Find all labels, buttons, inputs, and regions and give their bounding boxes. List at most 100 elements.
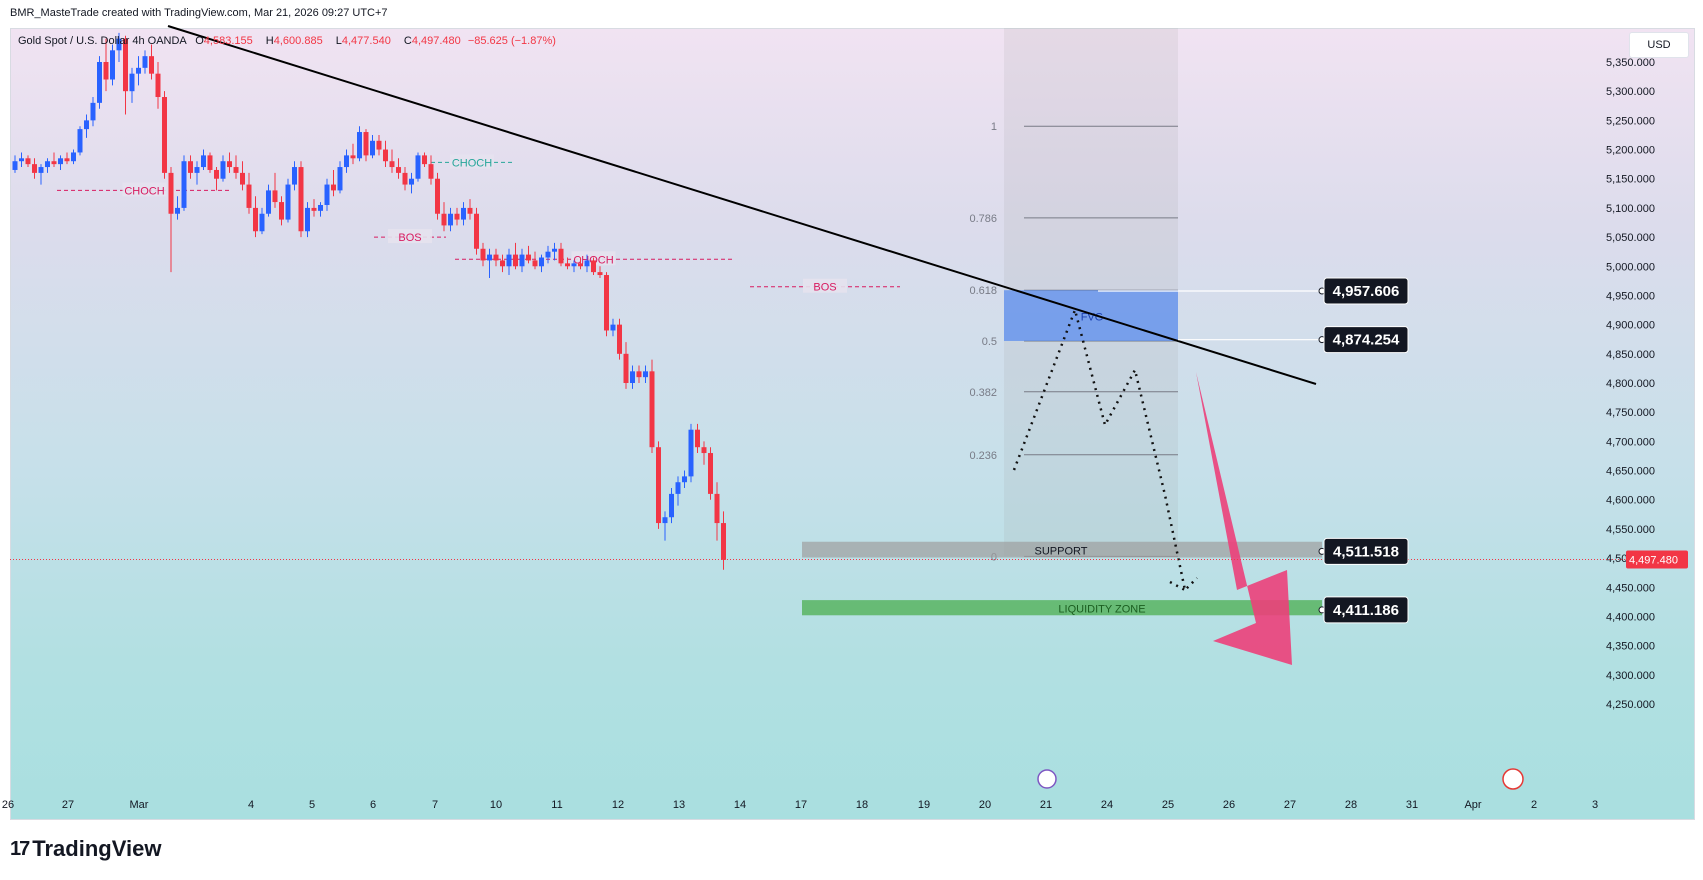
price-tick: 5,050.000 — [1606, 232, 1655, 244]
fib-level-label: 1 — [991, 121, 997, 133]
downtrend-line — [167, 25, 1317, 385]
symbol-name[interactable]: Gold Spot / U.S. Dollar — [18, 35, 130, 47]
price-tick: 5,150.000 — [1606, 174, 1655, 186]
time-tick: 12 — [612, 799, 624, 811]
price-tick: 4,650.000 — [1606, 466, 1655, 478]
open-label: O — [195, 35, 204, 47]
candle-body — [636, 371, 642, 378]
support-label: SUPPORT — [1035, 546, 1088, 558]
high-label: H — [265, 35, 274, 47]
candle-body — [487, 254, 492, 261]
candle-body — [207, 155, 213, 170]
candle-body — [331, 184, 336, 191]
time-tick: 24 — [1101, 799, 1113, 811]
candle-body — [97, 62, 102, 103]
drawing-overlays — [167, 25, 1524, 790]
candle-body — [285, 184, 291, 220]
high-value: 4,600.885 — [273, 35, 323, 47]
candle-body — [415, 155, 421, 179]
time-tick: Apr — [1464, 799, 1481, 811]
candle-body — [220, 161, 226, 179]
candle-body — [409, 178, 414, 185]
candle-body — [51, 161, 57, 165]
tradingview-logo[interactable]: 17 TradingView — [10, 836, 161, 862]
candle-body — [630, 371, 635, 383]
candle-body — [701, 447, 707, 454]
candle-body — [123, 38, 128, 92]
candle-body — [584, 260, 590, 267]
low-label: L — [335, 35, 342, 47]
tradingview-wordmark: TradingView — [32, 836, 162, 861]
candle-body — [376, 140, 382, 150]
last-price-label-bg — [1626, 550, 1688, 569]
candle-body — [513, 254, 518, 267]
candle-body — [142, 56, 148, 68]
chart-credit: BMR_MasteTrade created with TradingView.… — [10, 7, 388, 19]
candle-body — [188, 161, 193, 173]
candle-body — [493, 254, 499, 261]
candle-body — [500, 260, 505, 267]
price-tag-value: 4,411.186 — [1333, 602, 1399, 619]
price-tick: 5,300.000 — [1606, 86, 1655, 98]
candle-body — [103, 62, 109, 80]
time-axis: 26 27 Mar 4 5 6 7 10 11 12 13 14 17 18 19 20 21 24 25 26 27 2… — [2, 799, 1598, 811]
time-tick: 25 — [1162, 799, 1174, 811]
candlestick-series — [12, 32, 726, 570]
chart-panel[interactable] — [10, 28, 1695, 820]
time-tick: 2 — [1531, 799, 1537, 811]
candle-body — [474, 213, 479, 249]
candle-body — [552, 248, 557, 252]
candle-body — [272, 190, 278, 203]
candle-body — [318, 204, 323, 211]
fvg-label: FVG — [1081, 312, 1104, 324]
fib-level-label: 0.618 — [969, 285, 997, 297]
tradingview-logo-icon: 17 — [10, 837, 30, 860]
price-axis: 5,350.000 5,300.000 5,250.000 5,200.000 5,15… — [10, 57, 1688, 711]
time-tick: 4 — [248, 799, 254, 811]
candle-body — [279, 202, 284, 220]
candle-body — [305, 207, 310, 232]
candle-body — [64, 158, 70, 162]
candle-body — [259, 213, 265, 232]
price-tick: 5,250.000 — [1606, 115, 1655, 127]
candle-body — [714, 493, 720, 524]
interval-label[interactable]: 4h — [132, 35, 145, 47]
structure-label-bg — [450, 154, 494, 169]
bearish-arrow — [1196, 372, 1292, 665]
price-tick: 4,900.000 — [1606, 320, 1655, 332]
candle-body — [350, 155, 356, 159]
candle-body — [175, 207, 180, 214]
price-tick: 4,700.000 — [1606, 436, 1655, 448]
time-tick: 26 — [1223, 799, 1235, 811]
price-tags: 4,957.606 4,874.254 4,511.518 4,411.186 — [1098, 277, 1409, 624]
us-flag-icon — [1502, 768, 1524, 790]
time-tick: 11 — [551, 799, 562, 811]
price-tick: 5,350.000 — [1606, 57, 1655, 69]
candle-body — [532, 260, 538, 267]
time-tick: 14 — [734, 799, 746, 811]
candle-body — [539, 257, 544, 267]
candle-body — [467, 207, 473, 214]
price-tick: 4,750.000 — [1606, 407, 1655, 419]
source-label: OANDA — [147, 35, 187, 47]
candle-body — [149, 56, 154, 74]
currency-selector[interactable]: USD — [1629, 32, 1689, 58]
price-tick: 4,450.000 — [1606, 582, 1655, 594]
candle-body — [12, 161, 18, 170]
price-tick: 4,600.000 — [1606, 495, 1655, 507]
time-tick: 27 — [1284, 799, 1296, 811]
candle-body — [266, 190, 271, 214]
projection-path-end — [1169, 580, 1186, 592]
price-tag-value: 4,957.606 — [1333, 283, 1400, 300]
price-tick: 4,800.000 — [1606, 378, 1655, 390]
candle-body — [662, 517, 668, 524]
candle-body — [721, 523, 726, 560]
candle-body — [363, 132, 369, 156]
candle-body — [389, 161, 395, 168]
candle-body — [370, 140, 375, 156]
candle-body — [519, 254, 525, 267]
time-tick: 21 — [1040, 799, 1052, 811]
change-value: −85.625 (−1.87%) — [467, 35, 556, 47]
candle-body — [90, 102, 96, 121]
